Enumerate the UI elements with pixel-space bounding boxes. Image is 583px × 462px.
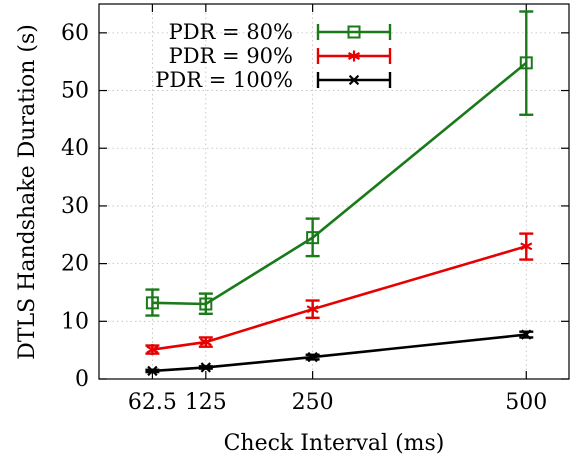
legend-label: PDR = 90% [169, 44, 293, 68]
data-point [307, 351, 318, 363]
series-line [152, 61, 528, 306]
series-line [152, 333, 527, 373]
y-tick-label: 10 [61, 309, 89, 334]
data-point [200, 362, 211, 373]
data-point [520, 240, 533, 252]
error-bar [305, 217, 320, 258]
legend: PDR = 80%PDR = 90%PDR = 100% [155, 20, 392, 92]
legend-marker [348, 74, 360, 86]
legend-marker [347, 25, 361, 39]
series-pdr-100 [145, 329, 534, 377]
legend-label: PDR = 100% [155, 68, 293, 92]
series-line [152, 245, 527, 351]
x-tick-label: 500 [505, 390, 547, 415]
x-axis-label: Check Interval (ms) [224, 431, 445, 456]
legend-entry: PDR = 80% [169, 20, 392, 44]
y-tick-label: 60 [61, 21, 89, 46]
legend-label: PDR = 80% [169, 20, 293, 44]
axis-ticks: 0 10 20 30 40 50 60 62.5 125 250 500 [61, 4, 569, 415]
data-point [147, 365, 158, 377]
data-point [199, 297, 213, 311]
x-tick-label: 62.5 [128, 390, 177, 415]
x-tick-label: 125 [185, 390, 227, 415]
data-point [199, 336, 212, 348]
data-point [521, 329, 532, 340]
data-point [146, 344, 159, 356]
y-tick-label: 40 [61, 136, 89, 161]
error-bar [519, 10, 534, 116]
plot-frame [98, 3, 570, 380]
data-point [145, 296, 159, 310]
legend-marker [347, 50, 361, 62]
series-group [145, 10, 534, 377]
legend-entry: PDR = 90% [169, 44, 392, 68]
y-tick-label: 20 [61, 252, 89, 277]
y-tick-label: 50 [61, 79, 89, 104]
series-pdr-80 [145, 10, 534, 317]
data-point [519, 56, 533, 70]
data-point [306, 303, 319, 315]
x-tick-label: 250 [292, 390, 334, 415]
data-point [306, 231, 320, 245]
series-pdr-90 [145, 232, 534, 356]
error-bar [145, 288, 160, 317]
y-axis-label: DTLS Handshake Duration (s) [15, 24, 40, 360]
y-tick-label: 30 [61, 194, 89, 219]
legend-entry: PDR = 100% [155, 68, 392, 92]
y-tick-label: 0 [75, 367, 89, 392]
